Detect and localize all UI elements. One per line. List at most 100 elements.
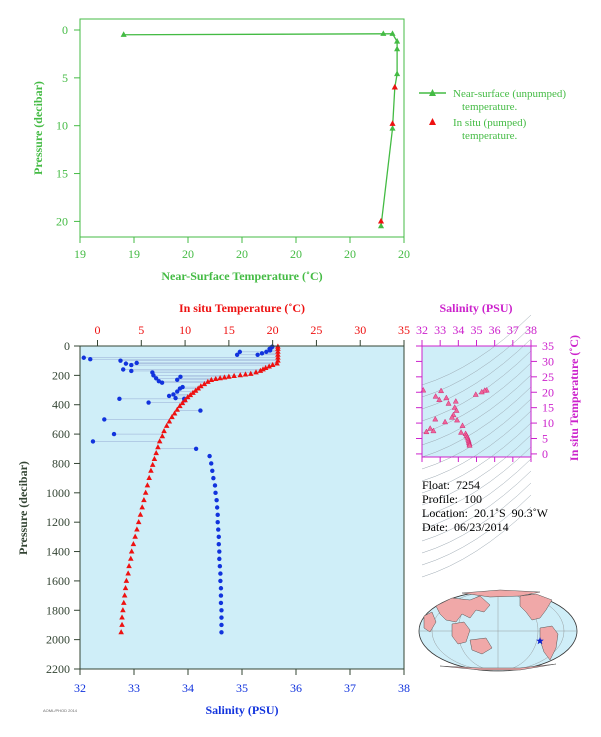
ts-y-tick-label: 35 xyxy=(542,339,554,353)
temperature-point xyxy=(139,504,145,510)
near-surface-point xyxy=(389,30,396,36)
temperature-point xyxy=(137,511,144,517)
salinity-point xyxy=(173,395,178,401)
ts-point xyxy=(430,427,437,434)
salinity-tick-label: 35 xyxy=(236,681,248,695)
salinity-tick-label: 36 xyxy=(290,681,302,695)
ts-point xyxy=(438,387,445,394)
ts-point xyxy=(423,428,430,435)
salinity-point xyxy=(111,431,117,437)
temperature-point xyxy=(237,372,244,378)
ts-x-tick-label: 35 xyxy=(471,323,483,337)
top-legend: Near-surface (unpumped) temperature. In s… xyxy=(419,88,566,142)
main-x-axis-title: Salinity (PSU) xyxy=(205,703,278,717)
ts-point xyxy=(449,414,455,420)
ts-point xyxy=(453,407,460,413)
top-x-ticks: 19 19 20 20 20 20 20 xyxy=(74,237,410,261)
salinity-point xyxy=(178,374,183,380)
temperature-point xyxy=(174,406,180,412)
salinity-point xyxy=(215,519,220,525)
salinity-point xyxy=(171,392,176,397)
near-surface-point xyxy=(394,70,401,77)
ts-x-tick-label: 33 xyxy=(434,323,446,337)
salinity-point xyxy=(153,376,159,381)
main-y-axis-title: Pressure (decibar) xyxy=(16,461,30,555)
temperature-point xyxy=(155,444,161,450)
temperature-point xyxy=(231,372,237,379)
ts-point xyxy=(432,415,439,422)
salinity-point xyxy=(129,362,134,368)
salinity-point xyxy=(177,386,183,391)
salinity-point xyxy=(151,373,156,378)
salinity-point xyxy=(211,475,216,481)
pressure-tick-label: 2000 xyxy=(46,633,70,647)
temperature-point xyxy=(247,370,254,376)
salinity-point xyxy=(207,453,212,459)
float-id: Float: 7254 xyxy=(422,478,481,492)
near-surface-point xyxy=(377,222,385,229)
temperature-point xyxy=(269,361,276,368)
temperature-point xyxy=(275,354,281,360)
top-y-tick-label: 10 xyxy=(56,119,68,133)
salinity-point xyxy=(255,352,260,358)
near-surface-point xyxy=(380,30,387,36)
pressure-tick-label: 1400 xyxy=(46,545,70,559)
pressure-tick-label: 1800 xyxy=(46,603,70,617)
ts-point xyxy=(458,429,465,435)
temperature-point xyxy=(201,380,208,387)
temperature-tick-label: 25 xyxy=(310,323,322,337)
temperature-point xyxy=(275,351,281,357)
density-contour xyxy=(421,362,532,434)
salinity-point xyxy=(237,349,243,355)
profile-chart: 32 33 34 35 36 37 38 0 5 10 15 20 25 30 35 0 200 400 600… xyxy=(16,301,410,717)
top-x-axis-title: Near-Surface Temperature (˚C) xyxy=(161,269,322,283)
near-surface-point xyxy=(394,37,401,44)
salinity-point xyxy=(259,351,265,356)
ts-y-tick-label: 30 xyxy=(542,354,554,368)
temperature-point xyxy=(120,607,126,613)
salinity-tick-label: 33 xyxy=(128,681,140,695)
ts-series xyxy=(420,386,490,448)
temperature-point xyxy=(122,585,129,591)
salinity-point xyxy=(166,393,172,399)
density-contour xyxy=(421,326,532,398)
temperature-point xyxy=(123,577,130,583)
temperature-point xyxy=(126,563,132,569)
pressure-ticks: 0 200 400 600 800 1000 1200 1400 1600 1800 2000 220… xyxy=(46,339,80,676)
temperature-tick-label: 10 xyxy=(179,323,191,337)
ts-point xyxy=(451,404,458,410)
ts-point xyxy=(478,388,485,395)
temperature-point xyxy=(177,402,183,409)
density-contour xyxy=(421,338,532,410)
footer-label: AOML/PHOD 2014 xyxy=(43,708,78,713)
salinity-point xyxy=(198,408,203,413)
temperature-point xyxy=(212,375,219,381)
temperature-point xyxy=(161,427,167,434)
ts-point xyxy=(459,422,466,428)
salinity-point xyxy=(216,527,221,532)
near-surface-point xyxy=(389,125,396,131)
temperature-point xyxy=(144,482,151,488)
salinity-point xyxy=(146,400,151,405)
temperature-point xyxy=(226,373,232,379)
in-situ-point xyxy=(377,217,385,224)
top-x-tick-label: 20 xyxy=(182,247,194,261)
temperature-point xyxy=(274,360,280,366)
ts-point xyxy=(427,425,434,431)
ts-point xyxy=(432,393,439,399)
temperature-point xyxy=(119,614,125,620)
top-series xyxy=(120,30,401,229)
salinity-tick-label: 38 xyxy=(398,681,410,695)
salinity-point xyxy=(214,505,220,510)
ts-point xyxy=(481,387,488,393)
salinity-point xyxy=(214,497,219,503)
temperature-point xyxy=(179,400,186,406)
salinity-point xyxy=(175,389,180,394)
density-contour xyxy=(421,314,532,386)
top-y-tick-label: 15 xyxy=(56,167,68,181)
density-contour xyxy=(421,398,532,470)
near-surface-line xyxy=(123,33,398,227)
temperature-tick-label: 15 xyxy=(223,323,235,337)
temperature-point xyxy=(208,376,215,382)
